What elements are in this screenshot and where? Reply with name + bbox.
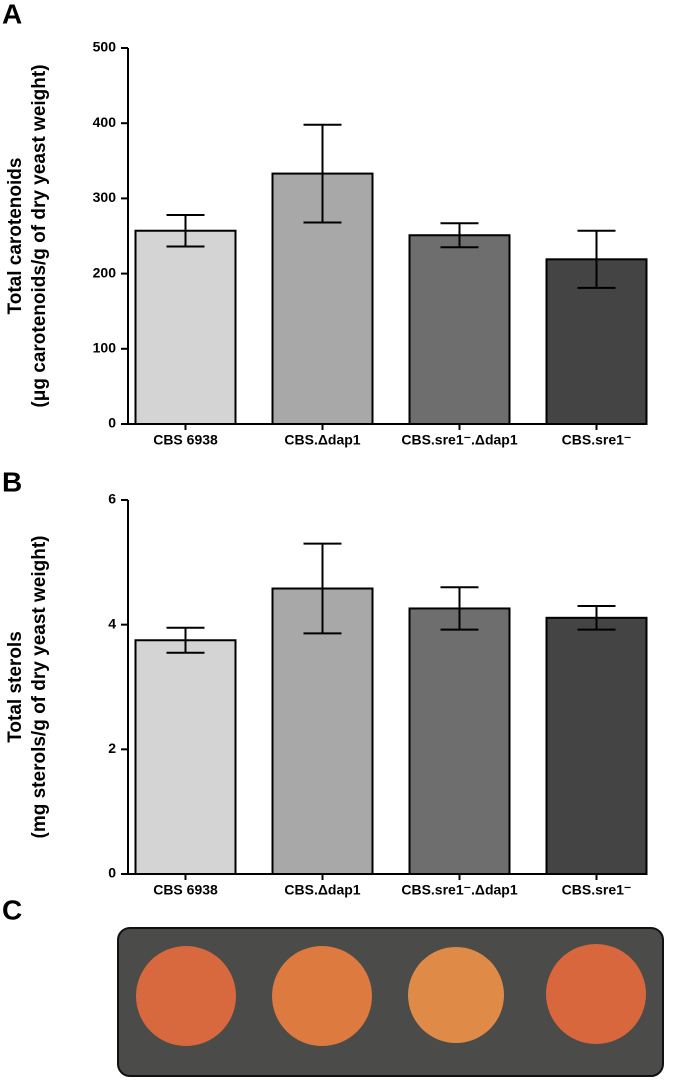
- y-tick-label: 6: [108, 491, 116, 507]
- y-tick-label: 300: [93, 189, 117, 205]
- y-axis-label: (μg carotenoids/g of dry yeast weight): [29, 64, 50, 407]
- x-tick-label: CBS.Δdap1: [284, 882, 360, 898]
- colony: [136, 946, 236, 1046]
- x-tick-label: CBS.sre1⁻: [562, 432, 632, 448]
- bar: [408, 607, 511, 876]
- y-tick-label: 4: [108, 615, 116, 631]
- bar: [271, 587, 374, 875]
- x-tick-label: CBS 6938: [153, 882, 218, 898]
- y-axis-label: Total carotenoids: [5, 158, 26, 315]
- x-tick-label: CBS.sre1⁻: [562, 882, 632, 898]
- bar: [134, 229, 237, 425]
- error-bar: [440, 222, 479, 249]
- y-tick-label: 0: [108, 415, 116, 431]
- x-tick-label: CBS.Δdap1: [284, 432, 360, 448]
- error-bar: [577, 604, 616, 631]
- x-tick-label: CBS.sre1⁻.Δdap1: [401, 882, 517, 898]
- y-tick-label: 400: [93, 114, 117, 130]
- y-tick-label: 2: [108, 740, 116, 756]
- error-bar: [166, 213, 205, 248]
- error-bar: [166, 626, 205, 654]
- y-tick-label: 200: [93, 264, 117, 280]
- panel-label: C: [2, 894, 22, 925]
- y-tick-label: 100: [93, 340, 117, 356]
- panel-label: B: [2, 466, 22, 497]
- panel-label: A: [2, 0, 22, 29]
- x-tick-label: CBS 6938: [153, 432, 218, 448]
- colony: [408, 947, 504, 1043]
- colony: [272, 946, 372, 1046]
- bar: [545, 616, 648, 875]
- colony: [546, 944, 646, 1044]
- bar: [408, 234, 511, 425]
- error-bar: [303, 542, 342, 635]
- y-axis-label: Total sterols: [5, 631, 26, 743]
- plate: [117, 927, 664, 1077]
- error-bar: [303, 123, 342, 224]
- y-tick-label: 0: [108, 865, 116, 881]
- bar: [134, 639, 237, 875]
- x-tick-label: CBS.sre1⁻.Δdap1: [401, 432, 517, 448]
- y-tick-label: 500: [93, 39, 117, 55]
- error-bar: [577, 229, 616, 289]
- plate-photo: [117, 927, 664, 1077]
- y-axis-label: (mg sterols/g of dry yeast weight): [29, 536, 50, 839]
- error-bar: [440, 586, 479, 631]
